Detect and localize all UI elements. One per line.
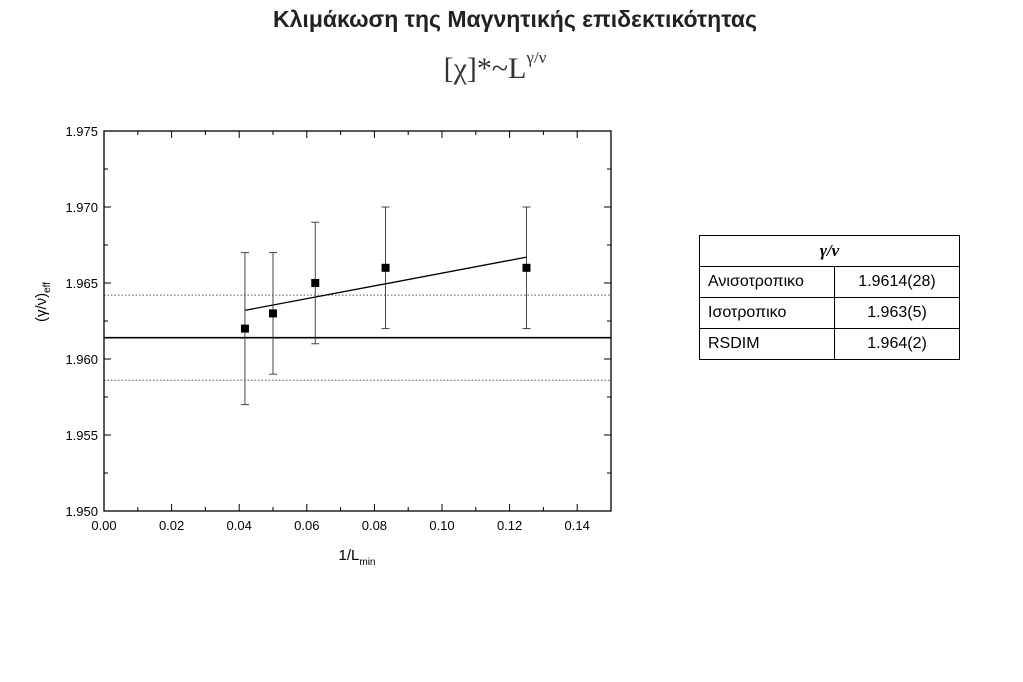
table-row: Ανισοτροπικο 1.9614(28): [699, 266, 960, 298]
x-axis-label-main: 1/L: [339, 547, 360, 564]
results-header-row: γ/ν: [699, 235, 960, 267]
y-tick-label: 1.975: [65, 124, 98, 139]
table-row: Ισοτροπικο 1.963(5): [699, 297, 960, 329]
page-title: Κλιμάκωση της Μαγνητικής επιδεκτικότητας: [273, 6, 757, 32]
row-value: 1.963(5): [834, 297, 960, 329]
x-tick-label: 0.14: [565, 518, 590, 533]
row-value: 1.964(2): [834, 328, 960, 360]
scaling-formula: [χ]*~Lγ/ν: [0, 48, 990, 86]
y-tick-label: 1.970: [65, 200, 98, 215]
results-table: γ/ν Ανισοτροπικο 1.9614(28) Ισοτροπικο 1…: [699, 235, 960, 360]
formula-exponent: γ/ν: [526, 48, 547, 67]
y-tick-label: 1.965: [65, 276, 98, 291]
data-point: [311, 279, 320, 287]
data-point: [240, 324, 249, 333]
y-tick-label: 1.960: [65, 352, 98, 367]
scaling-chart: 0.00 0.02 0.04 0.06 0.08 0.10 0.12 0.14 1.950 1.9…: [33, 124, 612, 568]
y-tick-label: 1.950: [65, 504, 98, 519]
plot-frame: [103, 130, 612, 512]
table-row: RSDIM 1.964(2): [699, 328, 960, 360]
data-point: [381, 263, 390, 272]
x-tick-label: 0.00: [91, 518, 116, 533]
y-tick-label: 1.955: [65, 428, 98, 443]
x-tick-label: 0.06: [294, 518, 319, 533]
data-point: [269, 309, 277, 318]
x-tick-label: 0.12: [497, 518, 522, 533]
results-header: γ/ν: [699, 235, 960, 267]
row-name: Ισοτροπικο: [699, 297, 835, 329]
formula-base: [χ]*~L: [443, 52, 527, 85]
row-name: RSDIM: [699, 328, 835, 360]
y-axis-label-sub: eff: [42, 282, 53, 293]
row-value: 1.9614(28): [834, 266, 960, 298]
row-name: Ανισοτροπικο: [699, 266, 835, 298]
x-axis-label: 1/Lmin: [339, 547, 376, 568]
x-tick-label: 0.02: [159, 518, 184, 533]
x-tick-label: 0.10: [429, 518, 454, 533]
x-tick-label: 0.04: [227, 518, 252, 533]
y-axis-label-main: (γ/ν): [33, 293, 50, 322]
x-tick-label: 0.08: [362, 518, 387, 533]
x-axis-label-sub: min: [359, 557, 375, 568]
data-point: [522, 263, 531, 272]
y-axis-label: (γ/ν)eff: [33, 282, 53, 322]
